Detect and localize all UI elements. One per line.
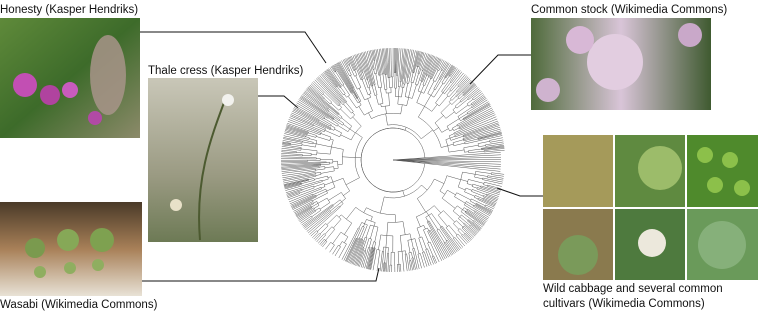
photo-wild-cabbage xyxy=(543,135,758,280)
photo-common-stock xyxy=(531,18,711,110)
photo-thale-cress xyxy=(148,78,258,242)
phylogenetic-tree xyxy=(280,47,505,273)
caption: cultivars (Wikimedia Commons) xyxy=(543,298,705,310)
photo-wasabi xyxy=(0,202,142,296)
caption: Common stock (Wikimedia Commons) xyxy=(531,4,727,16)
photo-honesty xyxy=(0,18,140,138)
caption: Thale cress (Kasper Hendriks) xyxy=(148,65,303,77)
tree-branches xyxy=(280,47,505,273)
connectors xyxy=(140,31,543,282)
caption: Honesty (Kasper Hendriks) xyxy=(0,4,138,16)
caption: Wild cabbage and several common xyxy=(543,283,723,295)
caption: Wasabi (Wikimedia Commons) xyxy=(0,299,158,311)
